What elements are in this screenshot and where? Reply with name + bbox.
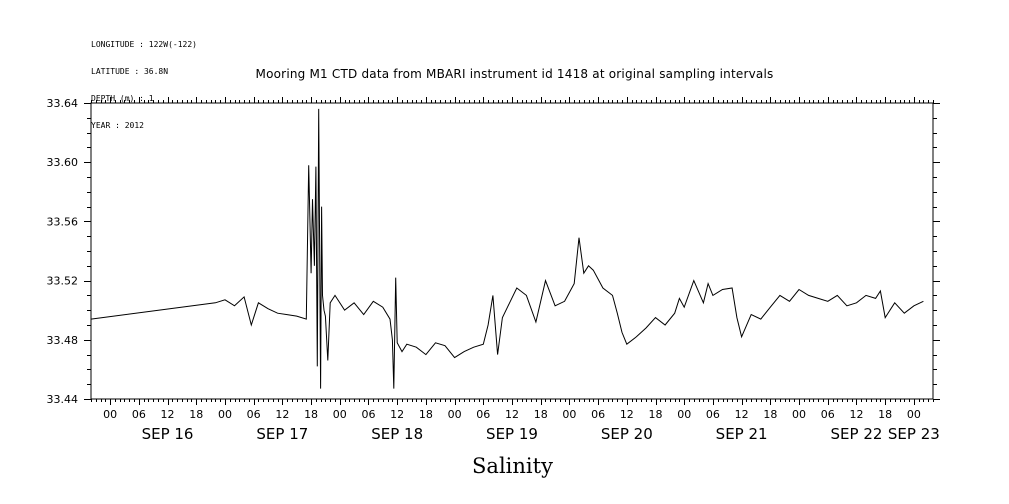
x-hour-label: 18: [304, 408, 318, 421]
x-hour-label: 00: [907, 408, 921, 421]
x-day-label: SEP 21: [716, 425, 768, 443]
y-tick-label: 33.52: [47, 275, 79, 288]
x-hour-label: 12: [275, 408, 289, 421]
x-hour-label: 00: [333, 408, 347, 421]
x-hour-label: 06: [476, 408, 490, 421]
salinity-series-line: [90, 108, 924, 389]
x-hour-label: 06: [591, 408, 605, 421]
x-hour-label: 18: [649, 408, 663, 421]
meta-latitude: LATITUDE : 36.8N: [91, 67, 169, 76]
x-day-label: SEP 23: [888, 425, 940, 443]
x-hour-label: 12: [735, 408, 749, 421]
x-hour-label: 18: [189, 408, 203, 421]
x-day-label: SEP 16: [142, 425, 194, 443]
tick-labels: 33.44 33.48 33.52 33.56 33.60 33.64 00 06 12 18 00…: [47, 97, 940, 443]
x-hour-label: 18: [534, 408, 548, 421]
x-hour-label: 06: [706, 408, 720, 421]
x-hour-label: 12: [390, 408, 404, 421]
y-tick-label: 33.60: [47, 156, 79, 169]
meta-depth: DEPTH (m) : 1: [91, 94, 154, 103]
series-group: [90, 108, 924, 389]
x-hour-label: 06: [361, 408, 375, 421]
x-hour-label: 00: [792, 408, 806, 421]
metadata-block: LONGITUDE : 122W(-122) LATITUDE : 36.8N …: [91, 22, 197, 139]
x-day-label: SEP 22: [831, 425, 883, 443]
x-hour-label: 00: [677, 408, 691, 421]
x-hour-label: 18: [878, 408, 892, 421]
x-hour-label: 06: [821, 408, 835, 421]
x-hour-label: 18: [763, 408, 777, 421]
x-hour-label: 00: [103, 408, 117, 421]
x-day-label: SEP 17: [256, 425, 308, 443]
y-tick-label: 33.44: [47, 393, 79, 406]
x-hour-label: 18: [419, 408, 433, 421]
x-hour-label: 12: [849, 408, 863, 421]
x-hour-label: 12: [505, 408, 519, 421]
chart-axes: [84, 97, 940, 405]
y-tick-label: 33.64: [47, 97, 79, 110]
y-tick-label: 33.56: [47, 215, 79, 228]
x-hour-label: 12: [161, 408, 175, 421]
plot-frame: [90, 102, 934, 400]
meta-longitude: LONGITUDE : 122W(-122): [91, 40, 197, 49]
y-tick-label: 33.48: [47, 334, 79, 347]
x-hour-label: 12: [620, 408, 634, 421]
x-day-label: SEP 20: [601, 425, 653, 443]
x-hour-label: 00: [562, 408, 576, 421]
meta-year: YEAR : 2012: [91, 121, 144, 130]
x-hour-label: 06: [247, 408, 261, 421]
x-hour-label: 00: [218, 408, 232, 421]
x-axis-label: Salinity: [472, 454, 553, 478]
x-hour-label: 06: [132, 408, 146, 421]
x-day-label: SEP 18: [371, 425, 423, 443]
x-hour-label: 00: [448, 408, 462, 421]
x-day-label: SEP 19: [486, 425, 538, 443]
chart-title: Mooring M1 CTD data from MBARI instrumen…: [255, 67, 774, 81]
